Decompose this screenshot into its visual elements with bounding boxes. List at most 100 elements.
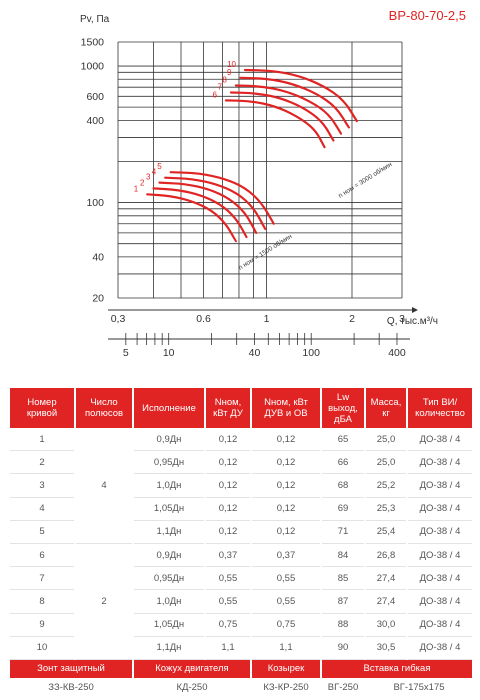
cell-sound: 88 (322, 614, 364, 637)
cell-mass: 25,4 (366, 521, 406, 544)
cell-power-duv: 0,12 (252, 498, 320, 521)
cell-power-du: 0,37 (206, 544, 250, 568)
x-tick-label: 0,3 (111, 313, 126, 325)
header-curve: Номер кривой (10, 388, 74, 428)
curve-number-label: 10 (227, 60, 236, 69)
cell-curve: 2 (10, 451, 74, 475)
performance-curve (234, 84, 343, 135)
secondary-tick-label: 100 (302, 347, 320, 359)
cell-mass: 27,4 (366, 590, 406, 614)
header-poles: Число полюсов (76, 388, 132, 428)
cell-flex-insert-2: ВГ-175х175 (393, 682, 445, 694)
cell-mass: 30,5 (366, 637, 406, 660)
curve-number-label: 9 (227, 68, 232, 77)
cell-vi: ДО-38 / 4 (408, 428, 472, 452)
cell-mass: 30,0 (366, 614, 406, 637)
cell-vi: ДО-38 / 4 (408, 474, 472, 498)
cell-power-du: 0,75 (206, 614, 250, 637)
cell-vi: ДО-38 / 4 (408, 498, 472, 521)
y-tick-label: 1000 (81, 61, 105, 73)
header-flex-insert: Вставка гибкая (322, 659, 472, 678)
cell-power-duv: 1,1 (252, 637, 320, 660)
header-visor: Козырек (252, 659, 320, 678)
cell-sound: 68 (322, 474, 364, 498)
accessory-header-row: Зонт защитный Кожух двигателя Козырек Вс… (10, 659, 472, 678)
cell-power-duv: 0,37 (252, 544, 320, 568)
cell-sound: 90 (322, 637, 364, 660)
secondary-tick-label: 40 (249, 347, 261, 359)
curve-number-label: 7 (218, 83, 223, 92)
cell-power-du: 0,12 (206, 451, 250, 475)
header-umbrella: Зонт защитный (10, 659, 132, 678)
cell-motor-cover: КД-250 (176, 682, 208, 694)
header-power-duv: Nном, кВт ДУВ и ОВ (252, 388, 320, 428)
accessory-values-row: ЗЗ-КВ-250 КД-250 КЗ-КР-250 ВГ-250 ВГ-175… (10, 678, 472, 698)
secondary-tick-label: 5 (123, 347, 129, 359)
table-header-row: Номер кривой Число полюсов Исполнение Nн… (10, 388, 472, 428)
cell-curve: 7 (10, 567, 74, 591)
cell-mass: 26,8 (366, 544, 406, 568)
table-row: 4 1,05Дн 0,12 0,12 69 25,3 ДО-38 / 4 (10, 498, 472, 521)
cell-power-duv: 0,12 (252, 521, 320, 544)
cell-vi: ДО-38 / 4 (408, 614, 472, 637)
cell-variant: 1,0Дн (134, 474, 204, 498)
cell-power-duv: 0,55 (252, 567, 320, 591)
cell-power-du: 0,12 (206, 428, 250, 452)
performance-curve (152, 187, 248, 239)
cell-variant: 0,9Дн (134, 544, 204, 568)
cell-vi: ДО-38 / 4 (408, 567, 472, 591)
y-tick-label: 100 (86, 197, 104, 209)
cell-curve: 10 (10, 637, 74, 660)
table-row: 1 4 0,9Дн 0,12 0,12 65 25,0 ДО-38 / 4 (10, 428, 472, 544)
performance-curve (158, 181, 258, 234)
x-tick-label: 3 (399, 313, 405, 325)
chart-title: ВР-80-70-2,5 (388, 8, 466, 23)
cell-sound: 85 (322, 567, 364, 591)
table-row: 10 1,1Дн 1,1 1,1 90 30,5 ДО-38 / 4 (10, 637, 472, 660)
performance-curve (169, 171, 275, 225)
table-body: 1 4 0,9Дн 0,12 0,12 65 25,0 ДО-38 / 4 2 … (10, 428, 472, 698)
cell-vi: ДО-38 / 4 (408, 590, 472, 614)
secondary-tick-label: 400 (388, 347, 406, 359)
cell-mass: 25,0 (366, 451, 406, 475)
cell-poles: 4 (76, 428, 132, 544)
x-axis-arrow (412, 307, 418, 313)
performance-curve (146, 193, 237, 243)
cell-power-duv: 0,12 (252, 428, 320, 452)
cell-power-duv: 0,12 (252, 474, 320, 498)
cell-vi: ДО-38 / 4 (408, 451, 472, 475)
cell-sound: 69 (322, 498, 364, 521)
cell-power-duv: 0,55 (252, 590, 320, 614)
curve-number-label: 4 (152, 168, 157, 177)
curve-number-label: 8 (222, 76, 227, 85)
y-tick-label: 40 (92, 251, 104, 263)
y-tick-label: 400 (86, 115, 104, 127)
cell-power-du: 0,55 (206, 567, 250, 591)
cell-power-duv: 0,75 (252, 614, 320, 637)
cell-curve: 9 (10, 614, 74, 637)
cell-variant: 0,95Дн (134, 567, 204, 591)
performance-curve (164, 176, 267, 231)
header-power-du: Nном, кВт ДУ (206, 388, 250, 428)
cell-power-du: 0,12 (206, 474, 250, 498)
header-vi: Тип ВИ/ количество (408, 388, 472, 428)
performance-curve (229, 91, 335, 142)
cell-mass: 25,3 (366, 498, 406, 521)
cell-flex-insert-1: ВГ-250 (327, 682, 359, 694)
cell-sound: 66 (322, 451, 364, 475)
table-row: 7 0,95Дн 0,55 0,55 85 27,4 ДО-38 / 4 (10, 567, 472, 591)
performance-curve (224, 99, 326, 149)
cell-power-du: 0,55 (206, 590, 250, 614)
x-tick-label: 0.6 (196, 313, 211, 325)
table-row: 2 0,95Дн 0,12 0,12 66 25,0 ДО-38 / 4 (10, 451, 472, 475)
cell-mass: 25,2 (366, 474, 406, 498)
speed-label-1500: n ном = 1500 об/мин (237, 232, 294, 272)
table-row: 3 1,0Дн 0,12 0,12 68 25,2 ДО-38 / 4 (10, 474, 472, 498)
x-tick-label: 1 (264, 313, 270, 325)
spec-table: Номер кривой Число полюсов Исполнение Nн… (8, 388, 474, 698)
x-axis-label: Q, тыс.м³/ч (386, 316, 438, 327)
cell-poles: 2 (76, 544, 132, 660)
table-row: 8 1,0Дн 0,55 0,55 87 27,4 ДО-38 / 4 (10, 590, 472, 614)
x-tick-label: 2 (349, 313, 355, 325)
